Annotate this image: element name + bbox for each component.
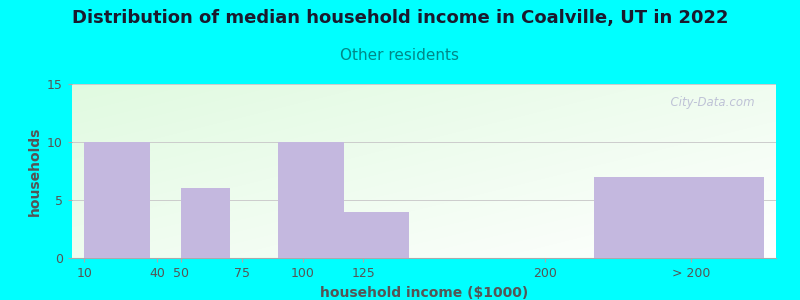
Bar <box>182 188 230 258</box>
Bar <box>278 142 344 258</box>
X-axis label: household income ($1000): household income ($1000) <box>320 286 528 300</box>
Text: City-Data.com: City-Data.com <box>663 96 755 109</box>
Bar <box>594 177 764 258</box>
Text: Distribution of median household income in Coalville, UT in 2022: Distribution of median household income … <box>72 9 728 27</box>
Text: Other residents: Other residents <box>341 48 459 63</box>
Bar <box>84 142 150 258</box>
Y-axis label: households: households <box>27 126 42 216</box>
Bar <box>344 212 410 258</box>
